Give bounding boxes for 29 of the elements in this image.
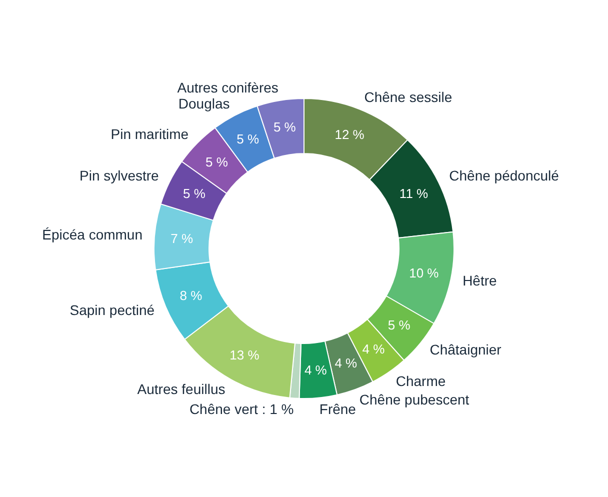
- data-label: 12 %: [334, 126, 365, 142]
- slice-label: Sapin pectiné: [70, 302, 155, 318]
- data-label: 5 %: [388, 318, 411, 333]
- slice-label: Pin maritime: [110, 126, 189, 142]
- slice-label: Chêne vert : 1 %: [189, 401, 294, 418]
- data-label: 4 %: [304, 362, 328, 378]
- slice-label: Douglas: [178, 96, 230, 112]
- slice-label: Épicéa commun: [42, 226, 143, 243]
- slice-label: Charme: [396, 372, 446, 389]
- slice-label: Chêne pédonculé: [449, 168, 560, 184]
- slice-label: Chêne sessile: [364, 89, 452, 106]
- data-label: 5 %: [183, 186, 206, 202]
- data-label: 4 %: [334, 356, 358, 371]
- slice-label: Autres feuillus: [137, 381, 226, 398]
- slice-label: Frêne: [319, 400, 356, 417]
- data-label: 13 %: [230, 348, 260, 363]
- data-label: 7 %: [170, 230, 194, 246]
- data-label: 11 %: [399, 186, 429, 202]
- data-label: 5 %: [273, 120, 296, 135]
- slice-label: Autres conifères: [177, 80, 278, 96]
- data-label: 8 %: [180, 288, 203, 303]
- slice-label: Châtaignier: [430, 342, 502, 358]
- slice-label: Chêne pubescent: [359, 392, 470, 408]
- slice-label: Hêtre: [462, 272, 498, 289]
- data-label: 5 %: [236, 132, 260, 147]
- data-label: 10 %: [409, 266, 440, 281]
- data-label: 4 %: [362, 341, 386, 356]
- data-label: 5 %: [205, 154, 228, 170]
- slice-label: Pin sylvestre: [79, 168, 160, 184]
